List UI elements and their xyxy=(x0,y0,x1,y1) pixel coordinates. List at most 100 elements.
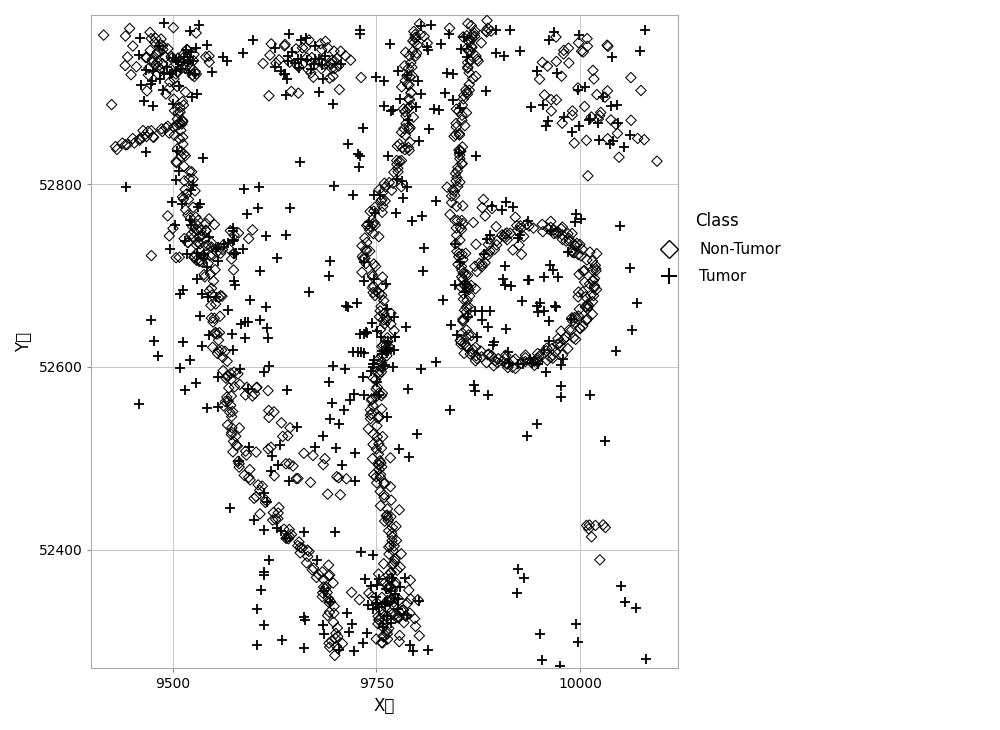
Point xyxy=(153,33,169,45)
Point xyxy=(201,50,217,62)
Point xyxy=(207,326,223,338)
Point xyxy=(204,66,220,77)
Point xyxy=(372,485,388,497)
Point xyxy=(140,69,156,81)
Point xyxy=(458,341,474,353)
Point xyxy=(374,207,390,218)
Point xyxy=(381,342,397,354)
Point xyxy=(638,653,654,665)
Point xyxy=(499,234,515,245)
Point xyxy=(192,198,208,210)
Point xyxy=(241,441,257,453)
Point xyxy=(339,607,355,619)
Point xyxy=(399,182,415,193)
Point xyxy=(145,65,161,77)
Point xyxy=(189,88,205,100)
Point xyxy=(410,594,426,606)
Point xyxy=(352,28,368,39)
Point xyxy=(452,102,468,114)
Point xyxy=(228,431,244,442)
Point xyxy=(482,245,498,257)
Point xyxy=(577,301,593,312)
Point xyxy=(352,328,368,339)
Point xyxy=(401,93,417,104)
Point xyxy=(452,153,468,164)
Point xyxy=(303,63,319,74)
Point xyxy=(377,195,393,207)
Point xyxy=(330,631,346,642)
Point xyxy=(252,508,268,520)
Point xyxy=(538,120,554,132)
Point xyxy=(469,353,485,364)
Point xyxy=(188,239,204,251)
Point xyxy=(365,228,381,239)
Point xyxy=(156,68,172,80)
Point xyxy=(535,226,551,237)
Point xyxy=(416,31,432,42)
Point xyxy=(161,127,177,139)
Point xyxy=(467,31,483,42)
Point xyxy=(549,339,565,350)
Point xyxy=(375,272,391,283)
Point xyxy=(320,488,336,500)
Point xyxy=(226,275,242,287)
Point xyxy=(144,57,160,69)
Point xyxy=(305,72,321,83)
Point xyxy=(495,356,511,367)
Point xyxy=(458,42,474,54)
Point xyxy=(264,450,280,461)
Point xyxy=(592,110,608,121)
Point xyxy=(217,396,233,407)
Point xyxy=(379,628,395,639)
Point xyxy=(245,34,261,46)
Point xyxy=(384,572,400,584)
Point xyxy=(238,445,254,457)
Point xyxy=(498,196,514,207)
Point xyxy=(324,635,340,647)
Point xyxy=(380,583,396,594)
Point xyxy=(322,641,338,653)
Point xyxy=(494,229,510,241)
Point xyxy=(231,422,247,434)
Point xyxy=(505,355,521,366)
Point xyxy=(278,89,294,101)
Point xyxy=(586,73,602,85)
Point xyxy=(394,604,410,616)
Point xyxy=(412,18,428,30)
Point xyxy=(340,301,356,313)
Point xyxy=(550,333,566,345)
Point xyxy=(589,284,605,296)
Point xyxy=(175,284,191,296)
Point xyxy=(177,62,193,74)
Point xyxy=(460,312,476,323)
Point xyxy=(380,345,396,357)
Point xyxy=(409,429,425,440)
Point xyxy=(393,548,409,560)
Point xyxy=(131,398,147,410)
Point xyxy=(184,228,200,240)
Point xyxy=(369,326,385,337)
Point xyxy=(391,636,407,648)
Point xyxy=(561,57,577,69)
Point xyxy=(261,361,277,372)
Point xyxy=(365,439,381,450)
Point xyxy=(435,294,451,306)
Point xyxy=(197,271,213,283)
Point xyxy=(560,342,576,354)
Point xyxy=(238,449,254,461)
Point xyxy=(324,397,340,409)
Point xyxy=(371,615,387,626)
Point xyxy=(322,413,338,425)
Point xyxy=(337,363,353,374)
Point xyxy=(452,256,468,268)
Point xyxy=(237,332,253,344)
Point xyxy=(554,118,570,129)
Point xyxy=(332,489,348,501)
Point xyxy=(464,42,480,53)
Point xyxy=(392,581,408,593)
Point xyxy=(208,244,224,256)
Point xyxy=(389,612,405,623)
Point xyxy=(371,614,387,626)
Point xyxy=(448,222,464,234)
Point xyxy=(181,166,197,177)
